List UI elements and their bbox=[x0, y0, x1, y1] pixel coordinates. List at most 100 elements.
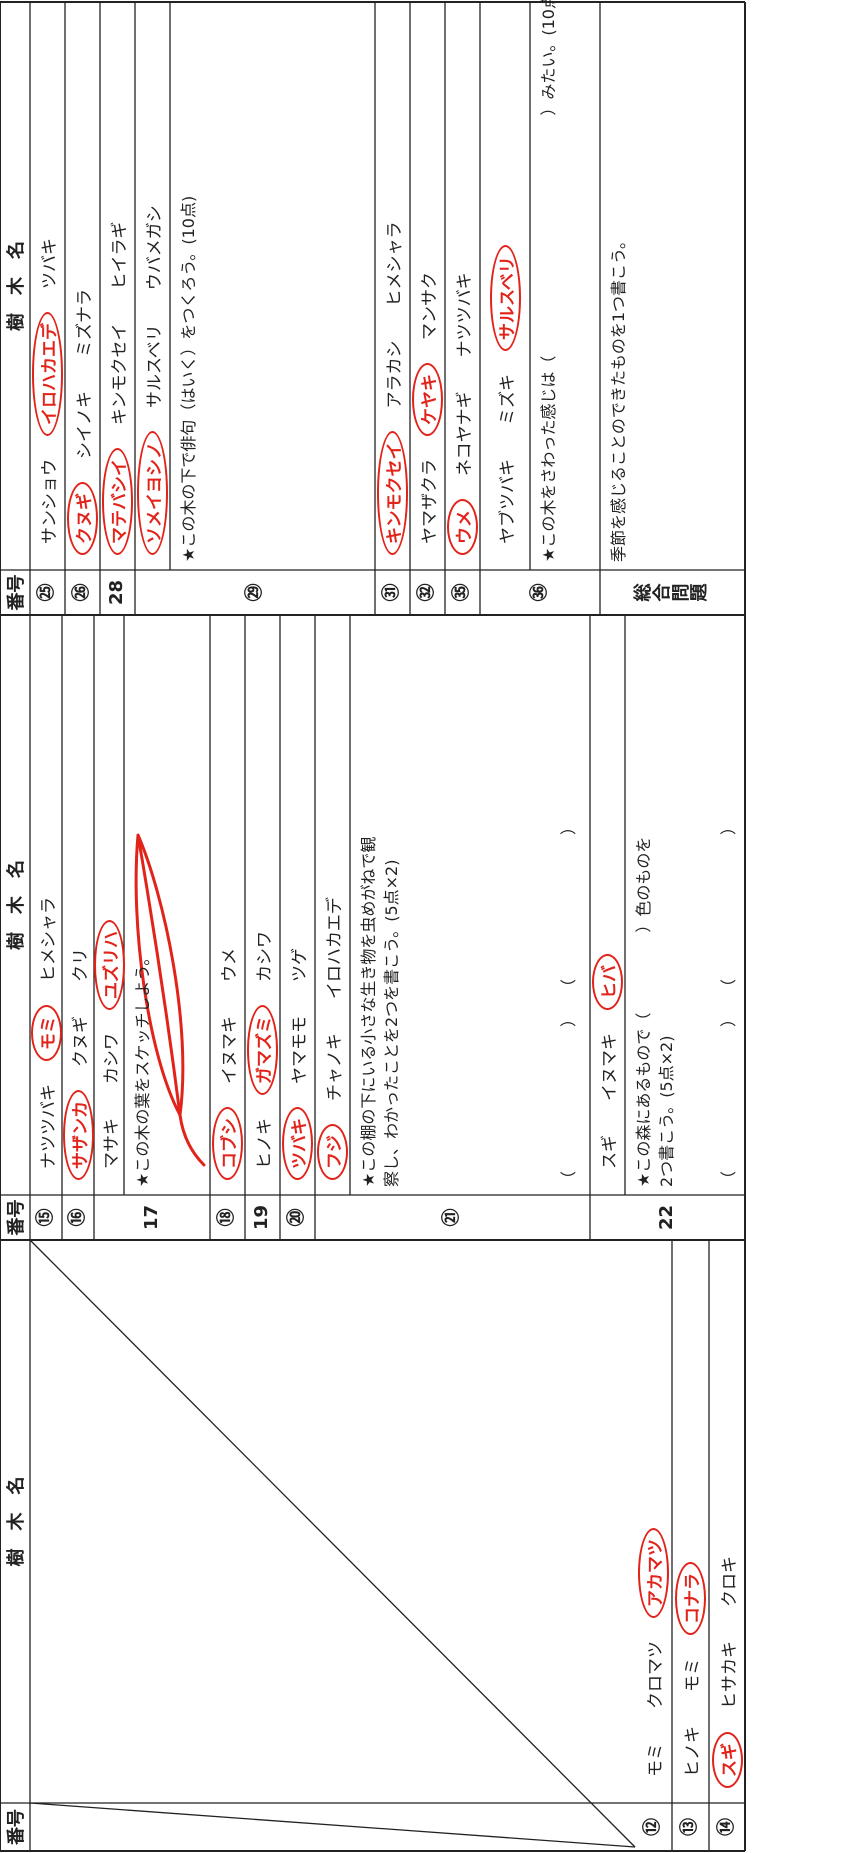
tree-name: マンサク bbox=[420, 272, 440, 340]
circled-tree-name: ソメイヨシノ bbox=[137, 431, 168, 555]
tree-name: ミズキ bbox=[497, 374, 518, 425]
tree-name: チャノキ bbox=[325, 1033, 345, 1101]
instruction-text: ★この森にあるもので（ ）色のものを 2つ書こう。(5点×2) bbox=[634, 836, 677, 1187]
instruction-text: 季節を感じることのできたものを1つ書こう。 bbox=[609, 232, 628, 562]
tree-line: ヒノキ モミ コナラ bbox=[672, 1240, 709, 1803]
instruction-text: ★この棚の下にいる小さな生き物を虫めがねで観 察し、わかったことを2つを書こう。… bbox=[359, 836, 402, 1187]
circled-tree-name: マテバシイ bbox=[102, 448, 133, 555]
tree-name: アラカシ bbox=[385, 340, 405, 409]
tree-name: ウバメガシ bbox=[145, 205, 165, 291]
circled-tree-name: サザンカ bbox=[62, 1090, 94, 1180]
tree-name: モミ bbox=[646, 1743, 666, 1777]
header-name: 樹 木 名 bbox=[6, 860, 27, 950]
tree-name: ヒメシャラ bbox=[385, 221, 405, 307]
tree-line: マテバシイ キンモクセイ ヒイラギ bbox=[100, 2, 135, 570]
tree-name: イヌマキ bbox=[220, 1016, 240, 1084]
tree-name: シイノキ bbox=[75, 391, 95, 459]
circled-tree-name: ヒバ bbox=[592, 954, 623, 1010]
row-number: ⑫ bbox=[642, 1818, 664, 1836]
tree-name: ナツツバキ bbox=[38, 1084, 59, 1169]
instruction-text: ★この木の下で俳句（はいく）をつくろう。(10点) bbox=[179, 195, 198, 562]
circled-tree-name: モミ bbox=[30, 1005, 62, 1061]
tree-name: クリ bbox=[70, 948, 91, 982]
leaf-midrib bbox=[136, 833, 182, 1117]
tree-name: ヒノキ bbox=[255, 1118, 275, 1169]
row-number: ㉙ bbox=[243, 583, 265, 602]
tree-line: モミ クロマツ アカマツ bbox=[635, 1240, 672, 1803]
tree-name: ヒイラギ bbox=[110, 221, 130, 290]
tree-name: マサキ bbox=[101, 1118, 122, 1169]
row-number: 19 bbox=[251, 1204, 273, 1231]
tree-name: クヌギ bbox=[70, 1016, 91, 1067]
tree-name: クロキ bbox=[719, 1556, 740, 1607]
tree-name: イヌマキ bbox=[600, 1033, 620, 1101]
row-number: ㊱ bbox=[528, 583, 550, 602]
tree-name: ツバキ bbox=[40, 238, 60, 289]
row-number: 22 bbox=[656, 1204, 678, 1231]
row-number: ⑬ bbox=[679, 1818, 701, 1836]
instruction-text: ★この木をさわった感じは（ ）みたい。(10点) bbox=[539, 0, 558, 562]
tree-name: ウメ bbox=[220, 948, 240, 982]
circled-tree-name: フジ bbox=[317, 1124, 348, 1180]
rule-line bbox=[29, 1802, 636, 1848]
circled-tree-name: クヌギ bbox=[67, 482, 98, 555]
circled-tree-name: スギ bbox=[711, 1732, 743, 1788]
row-number: ㉟ bbox=[451, 583, 473, 602]
tree-line: フジ チャノキ イロハカエデ bbox=[315, 615, 350, 1195]
tree-name: キンモクセイ bbox=[110, 323, 130, 426]
tree-name: ヒサカキ bbox=[719, 1641, 740, 1709]
tree-name: ヒメシャラ bbox=[38, 897, 59, 982]
row-number: ㉛ bbox=[381, 583, 403, 602]
circled-tree-name: ケヤキ bbox=[412, 363, 443, 436]
row-number: ㉜ bbox=[416, 583, 438, 602]
tree-line: ソメイヨシノ サルスベリ ウバメガシ bbox=[135, 2, 170, 570]
tree-name: ヤマモモ bbox=[290, 1016, 310, 1084]
circled-tree-name: イロハカエデ bbox=[32, 312, 63, 436]
tree-name: ミズナラ bbox=[75, 289, 95, 357]
tree-line: クヌギ シイノキ ミズナラ bbox=[65, 2, 100, 570]
header-number: 番号 bbox=[6, 1809, 27, 1845]
row-number: 17 bbox=[140, 1204, 162, 1231]
tree-name: ツゲ bbox=[290, 948, 310, 982]
row-number: ⑭ bbox=[715, 1818, 737, 1836]
row-number: ㉑ bbox=[441, 1208, 463, 1227]
tree-name: サルスベリ bbox=[145, 324, 165, 408]
circled-tree-name: ツバキ bbox=[282, 1107, 313, 1180]
instruction-text: ★この木の葉をスケッチしよう。 bbox=[133, 949, 152, 1187]
tree-line: スギ ヒサカキ クロキ bbox=[709, 1240, 745, 1803]
instruction-text: （ ） （ ） bbox=[719, 818, 738, 1187]
instruction-text: （ ） （ ） bbox=[559, 818, 578, 1187]
circled-tree-name: コナラ bbox=[675, 1562, 706, 1635]
row-number: ⑯ bbox=[66, 1208, 88, 1227]
row-number: ⑱ bbox=[216, 1208, 238, 1227]
tree-line: ヤブツバキ ミズキ サルスベリ bbox=[480, 2, 530, 570]
row-number: ⑳ bbox=[286, 1208, 308, 1227]
circled-tree-name: アカマツ bbox=[638, 1528, 669, 1618]
tree-name: モミ bbox=[683, 1658, 703, 1692]
tree-line: ナツツバキ モミ ヒメシャラ bbox=[30, 615, 62, 1195]
tree-name: イロハカエデ bbox=[325, 897, 345, 1000]
row-number: 総合問題 bbox=[632, 583, 711, 602]
tree-name: ナツツバキ bbox=[455, 272, 475, 358]
tree-line: ヤマザクラ ケヤキ マンサク bbox=[410, 2, 445, 570]
tree-name: ネコヤナギ bbox=[455, 391, 475, 476]
row-number: ㉕ bbox=[36, 583, 58, 602]
tree-name: カシワ bbox=[255, 931, 275, 982]
tree-name: スギ bbox=[600, 1135, 620, 1169]
header-name: 樹 木 名 bbox=[6, 1476, 27, 1567]
tree-line: コブシ イヌマキ ウメ bbox=[210, 615, 245, 1195]
tree-line: ウメ ネコヤナギ ナツツバキ bbox=[445, 2, 480, 570]
leaf-stem bbox=[178, 1113, 206, 1167]
header-name: 樹 木 名 bbox=[6, 241, 27, 331]
tree-name: ヤマザクラ bbox=[420, 459, 440, 544]
circled-tree-name: ウメ bbox=[447, 499, 478, 555]
row-number: 28 bbox=[106, 579, 128, 606]
tree-line: キンモクセイ アラカシ ヒメシャラ bbox=[375, 2, 410, 570]
tree-line: スギ イヌマキ ヒバ bbox=[590, 615, 625, 1195]
circled-tree-name: サルスベリ bbox=[489, 245, 521, 351]
tree-name: ヒノキ bbox=[683, 1726, 703, 1777]
tree-line: ヒノキ ガマズミ カシワ bbox=[245, 615, 280, 1195]
tree-name: サンショウ bbox=[40, 459, 60, 544]
